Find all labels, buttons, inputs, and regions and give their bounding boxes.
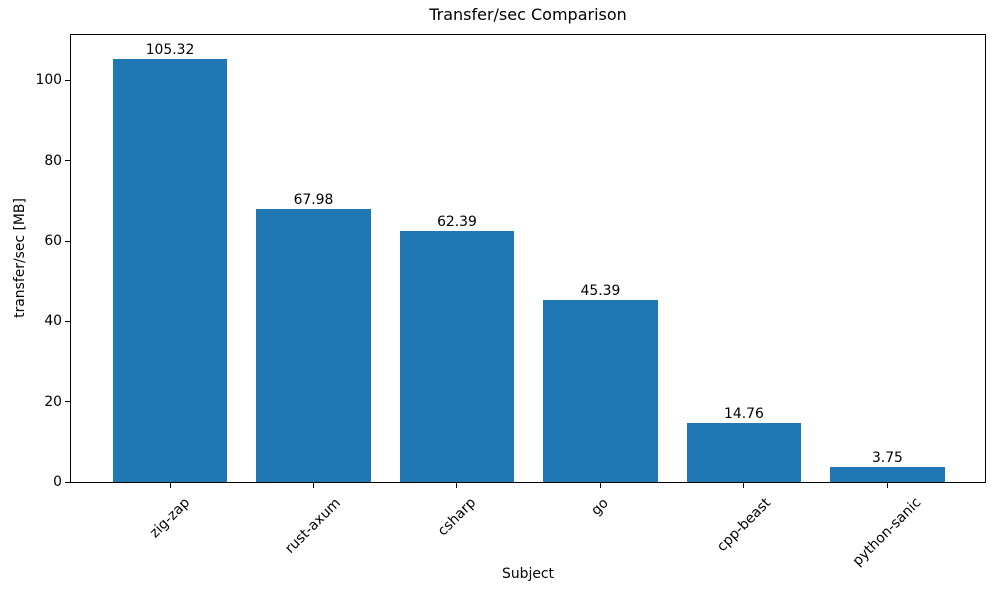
x-tick-mark [743,483,744,488]
x-tick-mark [600,483,601,488]
bar-value-label: 62.39 [437,214,477,231]
bar [256,208,371,482]
y-tick-label: 100 [35,72,62,88]
bar [830,466,945,482]
bar [686,422,802,482]
x-tick-mark [313,483,314,488]
x-tick-label: go [588,494,613,519]
bar-value-label: 3.75 [871,449,903,466]
y-tick-label: 40 [44,313,62,329]
y-tick-label: 80 [44,153,62,169]
bar-value-label: 14.76 [724,405,764,422]
plot-area: 105.32 67.98 62.39 45.39 14.76 3.75 [70,34,986,483]
chart-title: Transfer/sec Comparison [429,5,627,24]
bar [112,59,228,482]
y-tick-label: 0 [53,474,62,490]
bar-value-label: 67.98 [293,191,334,208]
x-tick-label: csharp [434,494,480,540]
x-tick-label: zig-zap [146,494,194,542]
x-axis-label: Subject [502,566,554,582]
bar-value-label: 45.39 [580,282,621,299]
y-tick-label: 60 [44,233,62,249]
bar [543,299,658,482]
x-tick-mark [456,483,457,488]
y-axis-label: transfer/sec [MB] [12,198,28,318]
x-tick-label: cpp-beast [713,494,774,555]
x-tick-mark [887,483,888,488]
x-tick-label: python-sanic [850,494,925,570]
bar [399,231,515,482]
y-tick-label: 20 [44,394,62,410]
bar-value-label: 105.32 [145,42,195,59]
x-tick-label: rust-axum [282,494,345,557]
x-tick-mark [170,483,171,488]
